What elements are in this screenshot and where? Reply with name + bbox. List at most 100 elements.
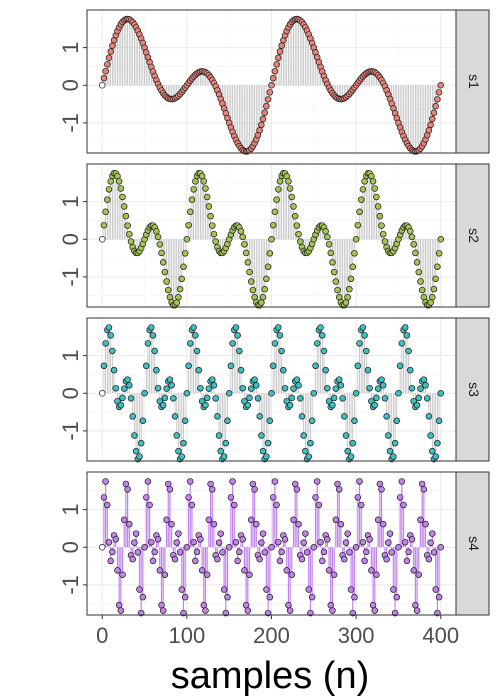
point-s3-99 bbox=[266, 417, 274, 425]
point-s3-47 bbox=[178, 453, 186, 460]
point-s4-75 bbox=[225, 544, 233, 551]
point-s3-29 bbox=[148, 324, 155, 331]
point-s2-135 bbox=[327, 249, 334, 257]
point-s3-25 bbox=[141, 390, 148, 397]
point-s3-132 bbox=[322, 366, 329, 374]
y-tick-label: 0 bbox=[58, 233, 83, 245]
point-s4-149 bbox=[351, 593, 358, 601]
point-s4-145 bbox=[344, 530, 351, 537]
point-s4-34 bbox=[156, 567, 164, 574]
point-s4-21 bbox=[134, 549, 142, 556]
point-s2-115 bbox=[293, 222, 301, 229]
point-s4-125 bbox=[310, 544, 318, 551]
point-s4-81 bbox=[236, 548, 243, 556]
point-s4-1 bbox=[100, 494, 108, 501]
y-tick-label: 1 bbox=[58, 504, 83, 516]
point-s3-100 bbox=[268, 390, 275, 397]
point-s2-35 bbox=[158, 249, 165, 257]
point-s4-165 bbox=[378, 486, 385, 493]
facet-panel-s3: s3 -1 0 1 bbox=[58, 317, 490, 463]
point-s3-177 bbox=[398, 340, 406, 347]
point-s4-106 bbox=[278, 548, 285, 556]
point-s4-103 bbox=[273, 501, 280, 509]
point-s4-59 bbox=[198, 567, 206, 574]
point-s3-117 bbox=[297, 395, 304, 402]
point-s2-16 bbox=[126, 230, 133, 238]
point-s4-5 bbox=[107, 557, 114, 565]
point-s3-200 bbox=[437, 390, 445, 397]
point-s3-136 bbox=[329, 401, 336, 409]
point-s4-156 bbox=[363, 548, 370, 556]
point-s4-4 bbox=[105, 538, 113, 546]
point-s3-173 bbox=[391, 439, 399, 447]
x-tick-label: 400 bbox=[422, 623, 459, 648]
point-s4-58 bbox=[197, 536, 204, 543]
point-s4-126 bbox=[312, 494, 319, 501]
point-s4-184 bbox=[410, 567, 417, 574]
point-s4-100 bbox=[268, 544, 275, 551]
point-s4-196 bbox=[430, 549, 438, 556]
point-s4-158 bbox=[366, 536, 373, 543]
y-tick-label: -1 bbox=[58, 113, 83, 133]
point-s3-62 bbox=[203, 394, 211, 402]
point-s2-60 bbox=[200, 178, 208, 185]
point-s4-200 bbox=[437, 544, 445, 551]
point-s2-150 bbox=[352, 236, 360, 243]
point-s3-74 bbox=[224, 417, 231, 425]
point-s4-153 bbox=[357, 501, 365, 509]
point-s3-157 bbox=[364, 366, 372, 374]
point-s3-119 bbox=[300, 432, 307, 439]
point-s4-3 bbox=[104, 501, 111, 509]
x-axis-title: samples (n) bbox=[171, 655, 370, 697]
point-s2-32 bbox=[153, 228, 160, 235]
point-s4-84 bbox=[241, 567, 248, 574]
point-s2-17 bbox=[127, 238, 135, 245]
point-s2-85 bbox=[242, 249, 250, 257]
point-s4-168 bbox=[383, 555, 390, 563]
point-s2-14 bbox=[122, 212, 130, 220]
point-s2-194 bbox=[427, 299, 434, 306]
point-s4-128 bbox=[315, 501, 323, 509]
facet-strip-s3 bbox=[455, 317, 490, 462]
point-s4-188 bbox=[417, 516, 424, 524]
point-s4-22 bbox=[136, 586, 143, 593]
point-s3-190 bbox=[420, 376, 428, 383]
point-s4-55 bbox=[192, 557, 199, 565]
point-s3-51 bbox=[185, 362, 192, 370]
point-s4-56 bbox=[193, 548, 201, 556]
point-s4-39 bbox=[164, 480, 172, 488]
point-s3-124 bbox=[308, 417, 316, 425]
point-s3-125 bbox=[310, 390, 318, 397]
point-s3-72 bbox=[220, 453, 228, 460]
point-s2-51 bbox=[185, 221, 192, 229]
point-s2-0 bbox=[98, 236, 106, 243]
point-s3-56 bbox=[193, 347, 201, 355]
point-s2-185 bbox=[412, 249, 419, 257]
point-s4-96 bbox=[261, 549, 268, 556]
point-s3-15 bbox=[124, 376, 131, 383]
point-s4-46 bbox=[176, 549, 184, 556]
point-s4-162 bbox=[373, 571, 380, 579]
point-s2-117 bbox=[297, 238, 304, 245]
facet-panel-s2: s2 -1 0 1 bbox=[58, 163, 490, 309]
point-s3-22 bbox=[136, 453, 143, 460]
point-s2-52 bbox=[187, 208, 194, 216]
point-s4-2 bbox=[102, 478, 109, 485]
point-s4-102 bbox=[271, 478, 279, 485]
points-s1 bbox=[98, 15, 445, 155]
point-s3-40 bbox=[166, 376, 174, 383]
point-s2-67 bbox=[212, 238, 219, 245]
point-s4-122 bbox=[305, 586, 312, 593]
point-s1-1 bbox=[100, 74, 108, 82]
point-s2-160 bbox=[369, 178, 377, 185]
point-s2-154 bbox=[359, 186, 367, 193]
point-s4-197 bbox=[432, 586, 439, 593]
point-s3-63 bbox=[205, 385, 213, 392]
point-s4-62 bbox=[203, 571, 211, 579]
point-s3-187 bbox=[415, 394, 423, 402]
point-s3-162 bbox=[373, 394, 380, 402]
point-s4-181 bbox=[405, 548, 412, 556]
point-s3-55 bbox=[192, 332, 199, 339]
point-s2-38 bbox=[163, 278, 170, 285]
point-s1-200 bbox=[437, 82, 445, 89]
